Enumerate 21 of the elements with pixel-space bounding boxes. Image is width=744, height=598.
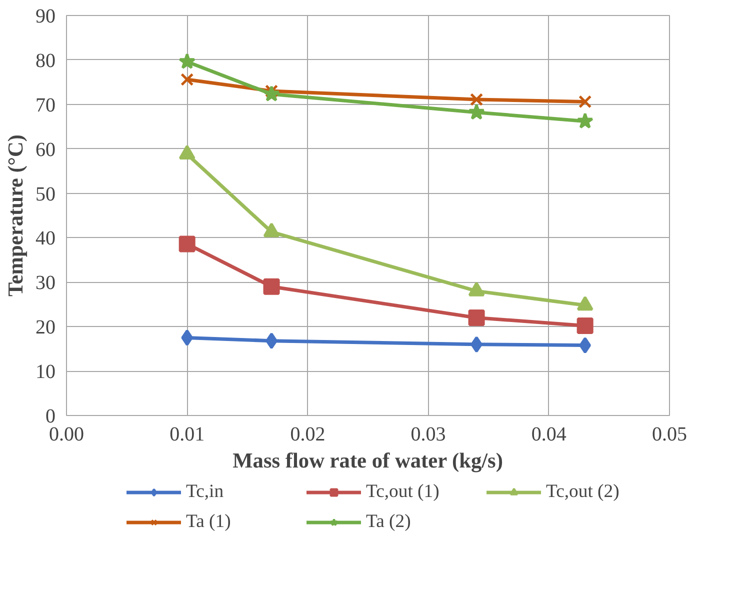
y-tick-label: 70	[36, 94, 56, 116]
y-tick-label: 10	[36, 361, 56, 384]
y-tick-label: 30	[36, 272, 56, 294]
y-axis-title: Temperature (°C)	[4, 134, 28, 296]
legend-label: Tc,out (1)	[366, 481, 440, 503]
x-tick-label: 0.02	[290, 424, 326, 446]
legend-label: Ta (2)	[366, 511, 412, 533]
x-axis-title: Mass flow rate of water (kg/s)	[232, 448, 503, 472]
x-tick-label: 0.01	[170, 424, 205, 446]
legend-label: Tc,in	[186, 481, 225, 503]
y-tick-label: 20	[36, 316, 56, 339]
y-tick-label: 80	[36, 50, 56, 72]
x-tick-label: 0.04	[531, 424, 566, 446]
legend-label: Tc,out (2)	[546, 481, 620, 503]
legend-label: Ta (1)	[186, 511, 232, 533]
y-tick-label: 90	[36, 6, 56, 28]
y-tick-label: 40	[36, 228, 56, 250]
y-tick-label: 50	[36, 183, 56, 206]
x-tick-label: 0.03	[410, 424, 446, 446]
x-tick-label: 0.05	[652, 424, 687, 446]
y-tick-label: 60	[36, 138, 56, 161]
